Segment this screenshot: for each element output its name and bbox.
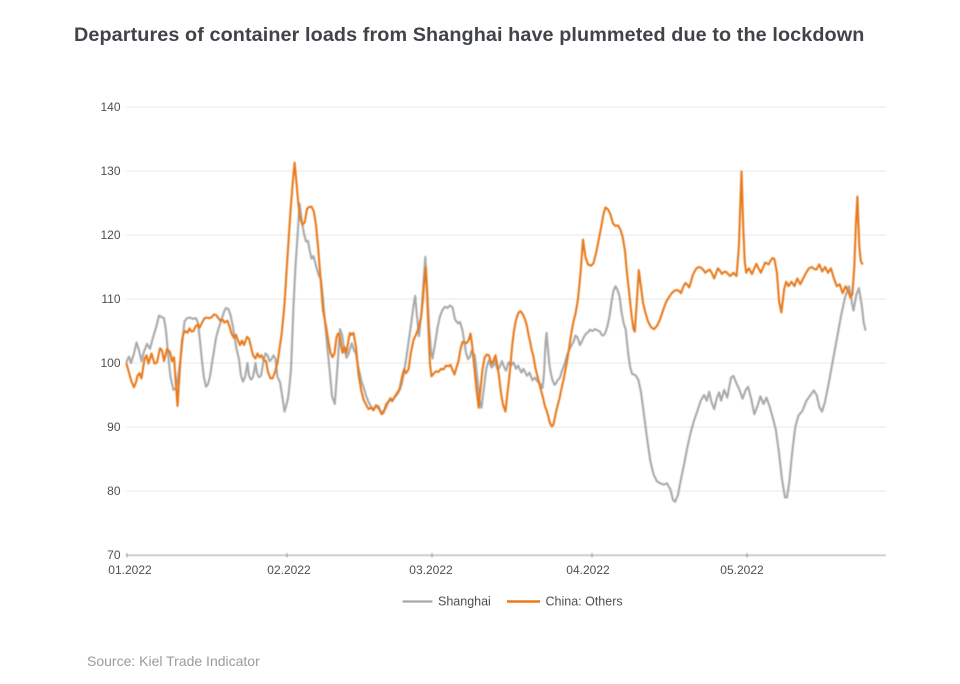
svg-text:China: Others: China: Others	[546, 595, 623, 609]
svg-text:140: 140	[100, 100, 120, 114]
svg-text:02.2022: 02.2022	[267, 563, 311, 577]
svg-text:Shanghai: Shanghai	[438, 595, 491, 609]
svg-text:90: 90	[107, 420, 121, 434]
svg-text:04.2022: 04.2022	[566, 563, 610, 577]
svg-text:03.2022: 03.2022	[409, 563, 453, 577]
svg-text:01.2022: 01.2022	[108, 563, 152, 577]
svg-text:130: 130	[100, 164, 120, 178]
svg-text:100: 100	[100, 356, 120, 370]
svg-text:70: 70	[107, 548, 121, 562]
svg-text:110: 110	[101, 292, 120, 306]
svg-text:120: 120	[100, 228, 120, 242]
svg-text:80: 80	[107, 484, 121, 498]
svg-text:05.2022: 05.2022	[720, 563, 764, 577]
